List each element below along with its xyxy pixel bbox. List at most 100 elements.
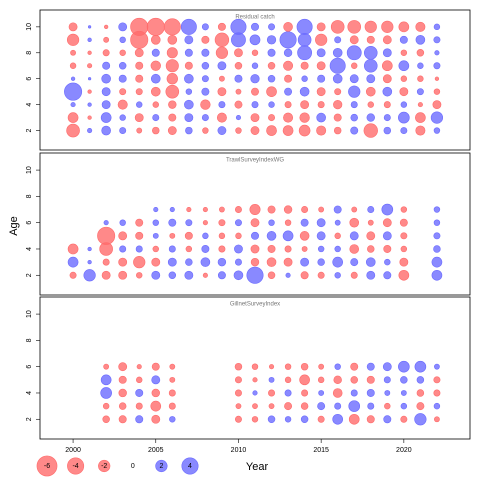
bubble (103, 220, 109, 226)
bubble (118, 62, 127, 70)
bubble (296, 18, 313, 35)
bubble (267, 205, 276, 214)
bubble (218, 219, 226, 227)
legend-label: -4 (72, 463, 78, 470)
bubble (268, 114, 276, 122)
bubble (266, 125, 277, 136)
bubble (332, 47, 343, 58)
bubble (284, 389, 292, 397)
bubble (334, 36, 342, 44)
bubble (249, 34, 261, 46)
bubble (119, 219, 126, 226)
bubble (201, 87, 210, 96)
bubble (118, 388, 127, 398)
bubble (367, 101, 374, 108)
bubble (200, 99, 211, 110)
bubble (251, 22, 259, 31)
bubble (383, 376, 391, 384)
bubble (167, 257, 177, 267)
bubble (219, 206, 225, 213)
bubble (64, 82, 83, 101)
bubble (381, 20, 394, 33)
bubble (151, 270, 161, 280)
bubble (351, 206, 358, 213)
bubble (136, 272, 143, 279)
bubble (202, 127, 209, 134)
bubble (252, 403, 258, 410)
bubble (102, 258, 110, 266)
bubble (250, 244, 260, 254)
bubble (334, 219, 341, 226)
bubble (167, 126, 177, 135)
bubble (165, 84, 180, 99)
bubble (136, 127, 143, 134)
bubble (216, 112, 227, 123)
bubble (119, 36, 126, 44)
bubble (219, 75, 225, 82)
bubble (87, 89, 92, 94)
bubble (434, 363, 440, 370)
y-tick-label: 2 (26, 417, 33, 421)
bubble (317, 74, 326, 83)
bubble (136, 376, 143, 384)
y-axis-label: Age (8, 216, 20, 236)
bubble (417, 62, 424, 69)
bubble (102, 61, 111, 70)
bubble (97, 226, 116, 245)
bubble (316, 22, 326, 32)
bubble (349, 74, 359, 84)
bubble (68, 22, 78, 32)
bubble (135, 88, 143, 96)
bubble (250, 113, 260, 122)
bubble (135, 74, 144, 83)
bubble (300, 257, 310, 267)
bubble (267, 271, 276, 280)
legend-label: -2 (101, 463, 107, 470)
bubble (317, 101, 325, 109)
bubble (415, 112, 426, 123)
bubble (119, 245, 127, 253)
bubble (267, 74, 276, 83)
x-tick-label: 2000 (65, 447, 81, 454)
bubble (317, 402, 326, 411)
bubble (118, 74, 127, 83)
bubble (87, 50, 92, 55)
bubble (384, 390, 391, 396)
y-tick-label: 6 (26, 365, 33, 369)
bubble (365, 86, 376, 97)
bubble (399, 35, 408, 44)
bubble (317, 415, 325, 423)
bubble (101, 125, 111, 136)
bubble (334, 363, 341, 370)
bubble (349, 35, 359, 45)
bubble (284, 74, 293, 83)
bubble (168, 100, 177, 109)
bubble (433, 36, 441, 44)
bubble (433, 232, 441, 240)
bubble (317, 245, 325, 253)
bubble (316, 125, 327, 136)
bubble (268, 364, 275, 370)
bubble (350, 376, 358, 384)
bubble (184, 35, 194, 45)
bubble (215, 46, 229, 59)
bubble (350, 258, 359, 267)
bubble (202, 220, 208, 226)
bubble (398, 360, 410, 373)
bubble (333, 113, 342, 122)
bubble (118, 375, 127, 384)
bubble (130, 17, 149, 36)
bubble (217, 271, 226, 280)
bubble (415, 21, 426, 32)
bubble (234, 258, 242, 266)
bubble (235, 403, 242, 410)
bubble (201, 62, 210, 70)
bubble (168, 113, 177, 122)
bubble (152, 101, 159, 108)
bubble (383, 114, 391, 122)
bubble (180, 18, 197, 35)
bubble (400, 415, 408, 423)
bubble (279, 31, 297, 49)
bubble (251, 416, 259, 423)
bubble (367, 206, 375, 214)
